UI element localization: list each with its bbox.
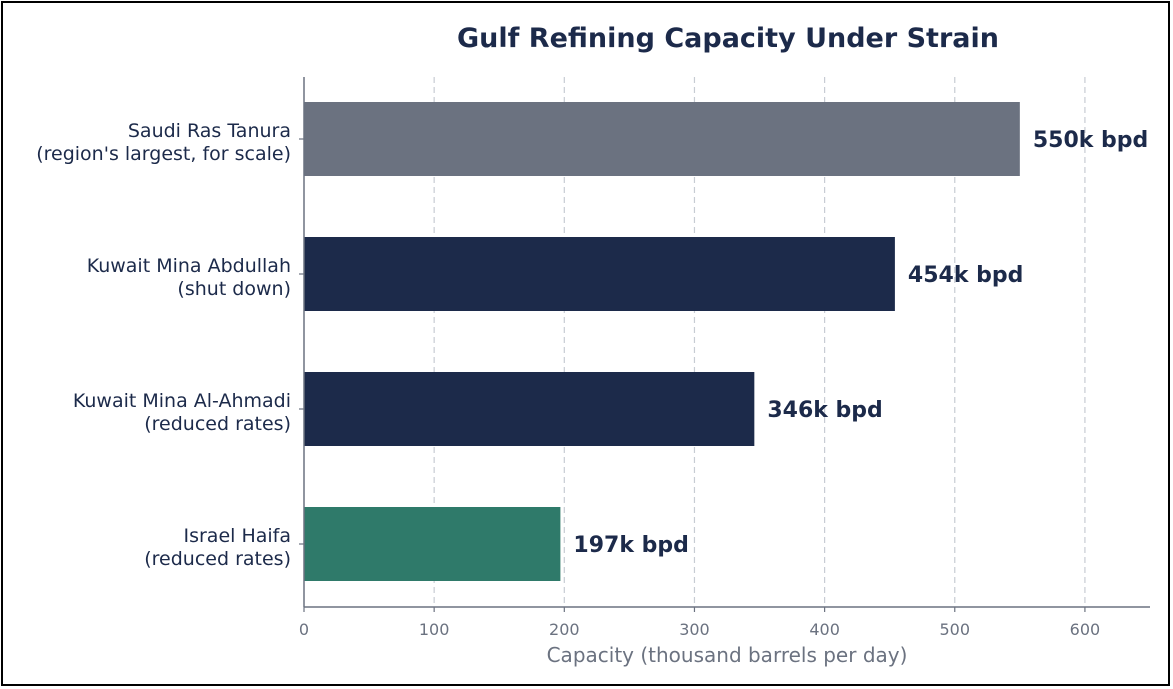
bar-value-label: 454k bpd bbox=[908, 263, 1023, 288]
bar-value-label: 197k bpd bbox=[573, 533, 688, 558]
bar bbox=[304, 102, 1020, 176]
x-tick-label: 300 bbox=[679, 620, 710, 639]
data-labels: 550k bpd 454k bpd 346k bpd 197k bpd bbox=[573, 128, 1148, 558]
y-category-label-line: (shut down) bbox=[177, 278, 291, 300]
y-category-label: Kuwait Mina Al-Ahmadi (reduced rates) bbox=[73, 390, 291, 435]
y-category-label-line: Saudi Ras Tanura bbox=[128, 120, 291, 142]
x-tick-label: 200 bbox=[549, 620, 580, 639]
x-tick-label: 100 bbox=[419, 620, 450, 639]
bar-value-label: 550k bpd bbox=[1033, 128, 1148, 153]
axes bbox=[303, 77, 1150, 608]
y-category-label-line: Israel Haifa bbox=[183, 525, 291, 547]
y-axis-categories: Saudi Ras Tanura (region's largest, for s… bbox=[36, 120, 304, 570]
x-tick-label: 600 bbox=[1070, 620, 1101, 639]
x-axis-title: Capacity (thousand barrels per day) bbox=[547, 643, 908, 667]
y-category-label-line: (reduced rates) bbox=[144, 548, 291, 570]
y-category-label-line: Kuwait Mina Al-Ahmadi bbox=[73, 390, 291, 412]
bar bbox=[304, 237, 895, 311]
y-category-label: Israel Haifa (reduced rates) bbox=[144, 525, 291, 570]
bar-chart: Gulf Refining Capacity Under Strain 0 100… bbox=[36, 23, 1150, 667]
x-tick-label: 0 bbox=[299, 620, 309, 639]
bar bbox=[304, 507, 561, 581]
chart-title: Gulf Refining Capacity Under Strain bbox=[457, 23, 999, 54]
x-tick-label: 500 bbox=[939, 620, 970, 639]
x-axis-ticks: 0 100 200 300 400 500 600 bbox=[299, 607, 1100, 639]
bar bbox=[304, 372, 755, 446]
y-category-label-line: Kuwait Mina Abdullah bbox=[87, 255, 291, 277]
y-category-label: Kuwait Mina Abdullah (shut down) bbox=[87, 255, 291, 300]
x-tick-label: 400 bbox=[809, 620, 840, 639]
bars bbox=[304, 102, 1020, 581]
y-category-label-line: (reduced rates) bbox=[144, 413, 291, 435]
y-category-label: Saudi Ras Tanura (region's largest, for s… bbox=[36, 120, 291, 165]
bar-value-label: 346k bpd bbox=[767, 398, 882, 423]
y-category-label-line: (region's largest, for scale) bbox=[36, 143, 291, 165]
